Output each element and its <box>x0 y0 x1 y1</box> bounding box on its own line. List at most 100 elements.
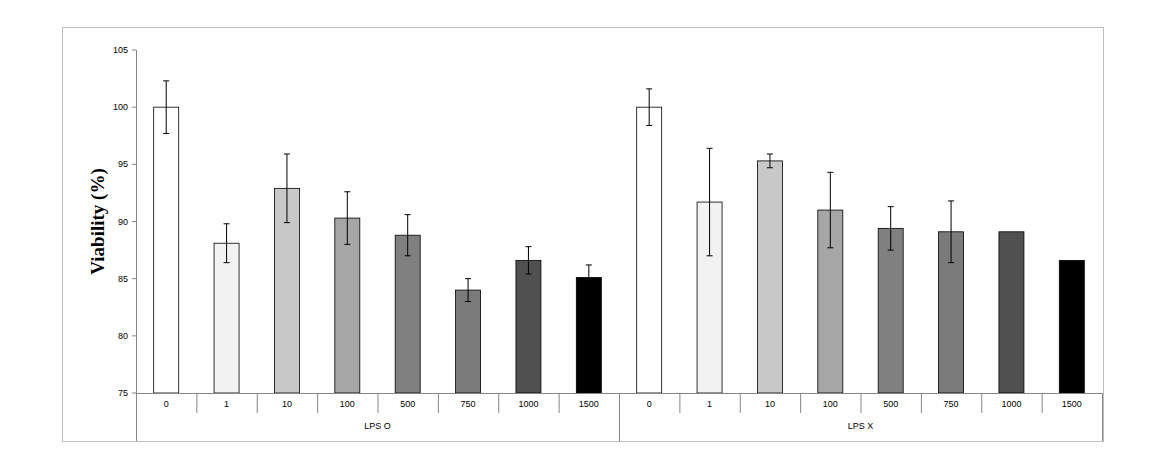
error-cap <box>284 222 290 223</box>
y-axis <box>136 50 137 393</box>
error-cap <box>405 255 411 256</box>
x-tick <box>498 393 499 413</box>
error-bar <box>405 215 411 256</box>
y-tick <box>132 221 136 222</box>
error-cap <box>586 290 592 291</box>
error-cap <box>646 88 652 89</box>
error-cap <box>767 167 773 168</box>
error-cap <box>646 125 652 126</box>
error-cap <box>224 262 230 263</box>
error-cap <box>284 154 290 155</box>
x-tick <box>800 393 801 413</box>
x-tick <box>861 393 862 413</box>
error-cap <box>525 274 531 275</box>
error-line <box>890 207 891 250</box>
error-bar <box>284 154 290 223</box>
x-tick-label: 10 <box>765 399 775 409</box>
x-tick-label: 1000 <box>1001 399 1021 409</box>
error-bar <box>344 192 350 245</box>
y-tick <box>132 164 136 165</box>
y-tick-label: 85 <box>118 274 128 284</box>
x-tick-label: 1500 <box>579 399 599 409</box>
group-separator <box>619 393 620 441</box>
error-bar <box>948 201 954 263</box>
x-tick <box>679 393 680 413</box>
x-tick <box>740 393 741 413</box>
error-cap <box>163 80 169 81</box>
bar <box>335 218 360 393</box>
x-tick <box>196 393 197 413</box>
y-tick-label: 90 <box>118 217 128 227</box>
error-bar <box>525 247 531 274</box>
error-bar <box>767 154 773 168</box>
error-bar <box>888 207 894 250</box>
error-cap <box>827 247 833 248</box>
error-bar <box>646 89 652 126</box>
error-bar <box>465 279 471 302</box>
y-tick-label: 95 <box>118 159 128 169</box>
bar <box>1059 260 1084 393</box>
error-cap <box>827 172 833 173</box>
error-cap <box>888 206 894 207</box>
bar <box>395 235 420 393</box>
y-tick-label: 100 <box>113 102 128 112</box>
x-tick-label: 1500 <box>1062 399 1082 409</box>
x-tick <box>921 393 922 413</box>
x-labels: 011010050075010001500LPS O01101005007501… <box>136 393 1103 441</box>
x-tick <box>378 393 379 413</box>
x-tick-label: 1 <box>707 399 712 409</box>
error-bar <box>163 81 169 134</box>
error-line <box>830 172 831 247</box>
y-tick <box>132 50 136 51</box>
x-tick <box>257 393 258 413</box>
error-cap <box>948 262 954 263</box>
error-line <box>407 215 408 256</box>
y-tick-label: 80 <box>118 331 128 341</box>
error-line <box>951 201 952 263</box>
x-tick <box>1042 393 1043 413</box>
x-tick-label: 0 <box>164 399 169 409</box>
x-tick <box>438 393 439 413</box>
error-line <box>588 265 589 290</box>
error-line <box>226 224 227 263</box>
error-cap <box>948 200 954 201</box>
x-tick-label: 1000 <box>518 399 538 409</box>
bar <box>456 290 481 393</box>
error-cap <box>525 246 531 247</box>
error-cap <box>405 214 411 215</box>
error-line <box>166 81 167 134</box>
error-line <box>528 247 529 274</box>
bar <box>214 243 239 393</box>
x-tick-label: 0 <box>647 399 652 409</box>
y-tick-label: 75 <box>118 388 128 398</box>
x-tick-label: 1 <box>224 399 229 409</box>
error-cap <box>586 264 592 265</box>
x-tick <box>317 393 318 413</box>
error-cap <box>888 250 894 251</box>
bar <box>878 228 903 393</box>
error-cap <box>707 255 713 256</box>
error-cap <box>767 154 773 155</box>
error-line <box>769 154 770 168</box>
chart: 7580859095100105Viability (%)01101005007… <box>0 0 1174 458</box>
error-line <box>649 89 650 126</box>
error-bar <box>827 172 833 247</box>
x-tick-label: 100 <box>340 399 355 409</box>
group-separator <box>136 393 137 441</box>
x-tick-label: 750 <box>944 399 959 409</box>
y-tick <box>132 393 136 394</box>
x-tick-label: 500 <box>883 399 898 409</box>
label-row <box>136 413 1102 414</box>
y-tick <box>132 278 136 279</box>
x-tick-label: 10 <box>282 399 292 409</box>
group-label: LPS O <box>364 421 391 431</box>
error-line <box>286 154 287 223</box>
bar <box>999 232 1024 393</box>
error-cap <box>465 278 471 279</box>
group-separator <box>1102 393 1103 441</box>
error-bar <box>586 265 592 290</box>
error-bar <box>224 224 230 263</box>
y-tick <box>132 335 136 336</box>
error-cap <box>707 148 713 149</box>
bar <box>154 107 179 393</box>
